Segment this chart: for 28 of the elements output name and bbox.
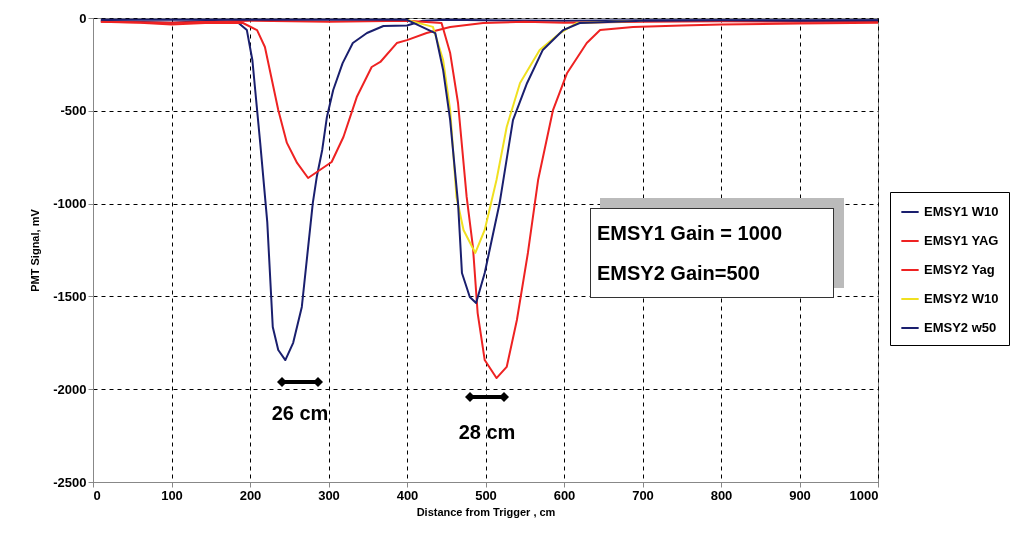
x-tick-label: 100 <box>161 487 183 503</box>
x-tick-label: 700 <box>632 487 654 503</box>
x-tick-label: 600 <box>553 487 576 503</box>
legend-label: EMSY2 W10 <box>924 291 999 306</box>
legend-label: EMSY1 YAG <box>924 233 999 248</box>
y-tick-label: -1000 <box>53 196 87 212</box>
annotation: EMSY1 Gain = 1000 <box>597 221 784 246</box>
y-tick-label: -500 <box>60 103 87 119</box>
x-tick-label: 500 <box>475 487 497 503</box>
x-tick-label: 400 <box>396 487 419 503</box>
x-tick-label: 0 <box>93 487 101 503</box>
x-tick-label: 1000 <box>849 487 879 503</box>
y-tick-label: -2000 <box>53 381 87 397</box>
x-axis-title: Distance from Trigger , cm <box>416 505 556 518</box>
y-tick-label: -1500 <box>53 288 87 304</box>
annotation: 26 cm <box>270 402 330 425</box>
y-tick-label: -2500 <box>53 474 87 490</box>
x-tick-label: 900 <box>789 487 811 503</box>
legend-label: EMSY1 W10 <box>924 204 999 219</box>
x-tick-label: 200 <box>239 487 262 503</box>
annotation: 28 cm <box>457 421 517 444</box>
legend-label: EMSY2 Yag <box>924 262 995 277</box>
annotation: EMSY2 Gain=500 <box>597 261 761 286</box>
y-tick-label: 0 <box>79 10 87 26</box>
y-axis-title: PMT Signal, mV <box>29 208 42 292</box>
x-tick-label: 300 <box>318 487 340 503</box>
x-tick-label: 800 <box>710 487 733 503</box>
legend-label: EMSY2 w50 <box>924 320 997 335</box>
